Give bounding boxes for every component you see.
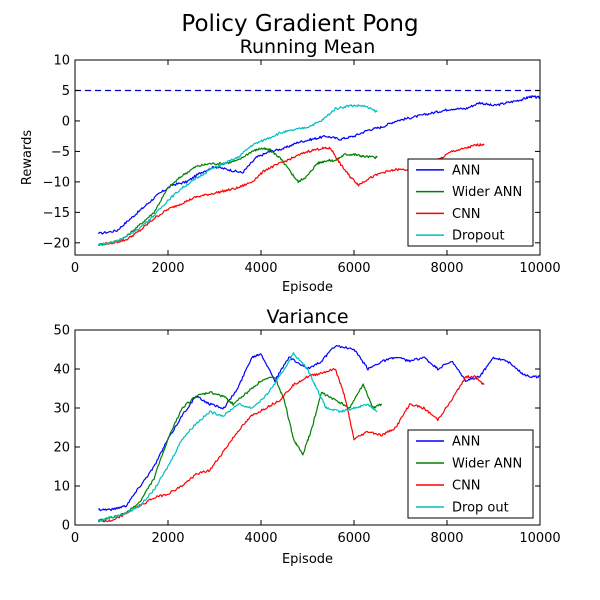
- variance-legend-label: Wider ANN: [452, 457, 522, 472]
- variance-legend-label: CNN: [452, 479, 481, 494]
- variance-legend-label: ANN: [452, 435, 480, 450]
- variance-series-ann: [97, 345, 541, 512]
- variance-ytick-label: 50: [53, 324, 70, 339]
- variance-xtick-label: 0: [71, 531, 79, 546]
- variance-ytick-label: 10: [53, 480, 70, 495]
- variance-xtick-label: 2000: [151, 531, 184, 546]
- running-mean-xtick-label: 10000: [519, 261, 560, 276]
- variance-xlabel: Episode: [282, 552, 333, 567]
- variance-ytick-label: 0: [62, 519, 70, 534]
- variance-legend-box: [407, 429, 534, 519]
- running-mean-series-dropout: [98, 104, 378, 246]
- running-mean-series-wider-ann: [97, 147, 378, 246]
- running-mean-xlabel: Episode: [282, 280, 333, 295]
- variance-xtick-label: 8000: [430, 531, 463, 546]
- running-mean-legend-label: Dropout: [452, 229, 505, 244]
- running-mean-xtick-label: 4000: [244, 261, 277, 276]
- variance-title: Variance: [266, 306, 348, 328]
- variance-xtick-label: 6000: [337, 531, 370, 546]
- variance-panel: Variance Episode 0 2000 4000 6000 8000 10000 0…: [53, 306, 560, 567]
- running-mean-xtick-label: 8000: [430, 261, 463, 276]
- variance-xtick-label: 10000: [519, 531, 560, 546]
- running-mean-ytick-label: −20: [43, 236, 70, 251]
- running-mean-ylabel: Rewards: [20, 130, 35, 185]
- running-mean-xtick-label: 0: [71, 261, 79, 276]
- variance-series-wider-ann: [97, 376, 383, 522]
- figure-title: Policy Gradient Pong: [181, 11, 418, 37]
- variance-ytick-label: 20: [53, 441, 70, 456]
- running-mean-legend-box: [407, 158, 534, 247]
- running-mean-legend: ANN Wider ANN CNN Dropout: [407, 158, 534, 247]
- running-mean-legend-label: ANN: [452, 163, 480, 178]
- variance-series-cnn: [97, 367, 485, 523]
- running-mean-ytick-label: 0: [62, 114, 70, 129]
- variance-axes-frame: [74, 329, 541, 526]
- running-mean-ytick-label: 5: [62, 84, 70, 99]
- variance-legend-label: Drop out: [452, 501, 509, 516]
- variance-xtick-label: 4000: [244, 531, 277, 546]
- variance-series-drop-out: [98, 352, 378, 522]
- variance-ytick-label: 30: [53, 402, 70, 417]
- running-mean-series-ann: [97, 95, 541, 235]
- running-mean-xtick-label: 2000: [151, 261, 184, 276]
- running-mean-ytick-label: −5: [51, 145, 70, 160]
- variance-ytick-label: 40: [53, 363, 70, 378]
- running-mean-legend-label: Wider ANN: [452, 185, 522, 200]
- running-mean-ytick-label: −15: [43, 206, 70, 221]
- running-mean-xtick-label: 6000: [337, 261, 370, 276]
- running-mean-panel: Running Mean Episode Rewards 0 2000 4000 60…: [20, 36, 561, 295]
- running-mean-title: Running Mean: [240, 36, 376, 58]
- running-mean-ytick-label: 10: [53, 54, 70, 69]
- running-mean-ytick-label: −10: [43, 175, 70, 190]
- running-mean-legend-label: CNN: [452, 207, 481, 222]
- variance-legend: ANN Wider ANN CNN Drop out: [407, 429, 534, 519]
- running-mean-axes-frame: [74, 59, 541, 256]
